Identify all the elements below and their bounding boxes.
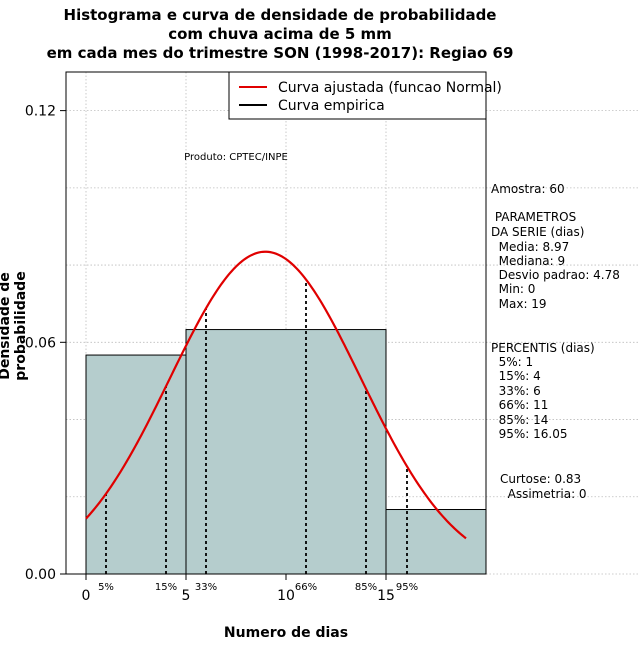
histogram-bar [385,509,487,575]
x-tick-label: 0 [82,588,91,604]
stat-curtose: Curtose: 0.83 [500,472,582,486]
stat-serie-title: DA SERIE (dias) [491,225,585,239]
chart-title-line-3: em cada mes do trimestre SON (1998-2017)… [46,44,514,62]
product-note: Produto: CPTEC/INPE [184,152,288,163]
y-axis-label: Densidade de probabilidade [0,271,29,381]
percentile-label: 95% [396,582,418,593]
y-tick-label: 0.12 [25,104,56,120]
percentile-label: 85% [355,582,377,593]
stat-parametros-title: PARAMETROS [491,210,577,224]
stat-p33: 33%: 6 [491,384,541,398]
percentile-label: 66% [295,582,317,593]
stat-media: Media: 8.97 [491,240,570,254]
x-tick-label: 10 [277,588,295,604]
stat-p5: 5%: 1 [491,355,534,369]
stat-percentis-title: PERCENTIS (dias) [491,341,595,355]
chart-title-line-1: Histograma e curva de densidade de proba… [63,6,497,24]
y-tick-label: 0.06 [25,335,56,351]
x-tick-label: 15 [377,588,395,604]
x-tick-label: 5 [182,588,191,604]
legend-label: Curva empirica [278,98,385,114]
chart-title-line-2: com chuva acima de 5 mm [168,25,392,43]
percentile-label: 15% [155,582,177,593]
legend-label: Curva ajustada (funcao Normal) [278,80,502,96]
stat-amostra: Amostra: 60 [491,182,565,196]
percentile-label: 5% [98,582,114,593]
stat-min: Min: 0 [491,282,536,296]
percentile-label: 33% [195,582,217,593]
stat-desvio: Desvio padrao: 4.78 [491,268,620,282]
stat-mediana: Mediana: 9 [491,254,566,268]
legend-box [228,71,487,120]
stat-assimetria: Assimetria: 0 [500,487,587,501]
normal-fit-curve [85,250,467,540]
y-tick-label: 0.00 [25,567,56,583]
stat-p66: 66%: 11 [491,398,549,412]
stat-p15: 15%: 4 [491,369,541,383]
stat-max: Max: 19 [491,297,547,311]
stat-p85: 85%: 14 [491,413,549,427]
stat-p95: 95%: 16.05 [491,427,568,441]
histogram-bar [85,354,187,575]
x-axis-label: Numero de dias [223,625,349,641]
